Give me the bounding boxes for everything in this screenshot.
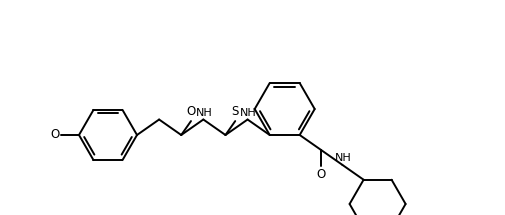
Text: NH: NH	[240, 108, 257, 118]
Text: O: O	[50, 129, 60, 141]
Text: NH: NH	[334, 153, 351, 163]
Text: S: S	[231, 105, 238, 118]
Text: NH: NH	[195, 108, 212, 118]
Text: O: O	[316, 168, 325, 181]
Text: O: O	[186, 105, 195, 118]
